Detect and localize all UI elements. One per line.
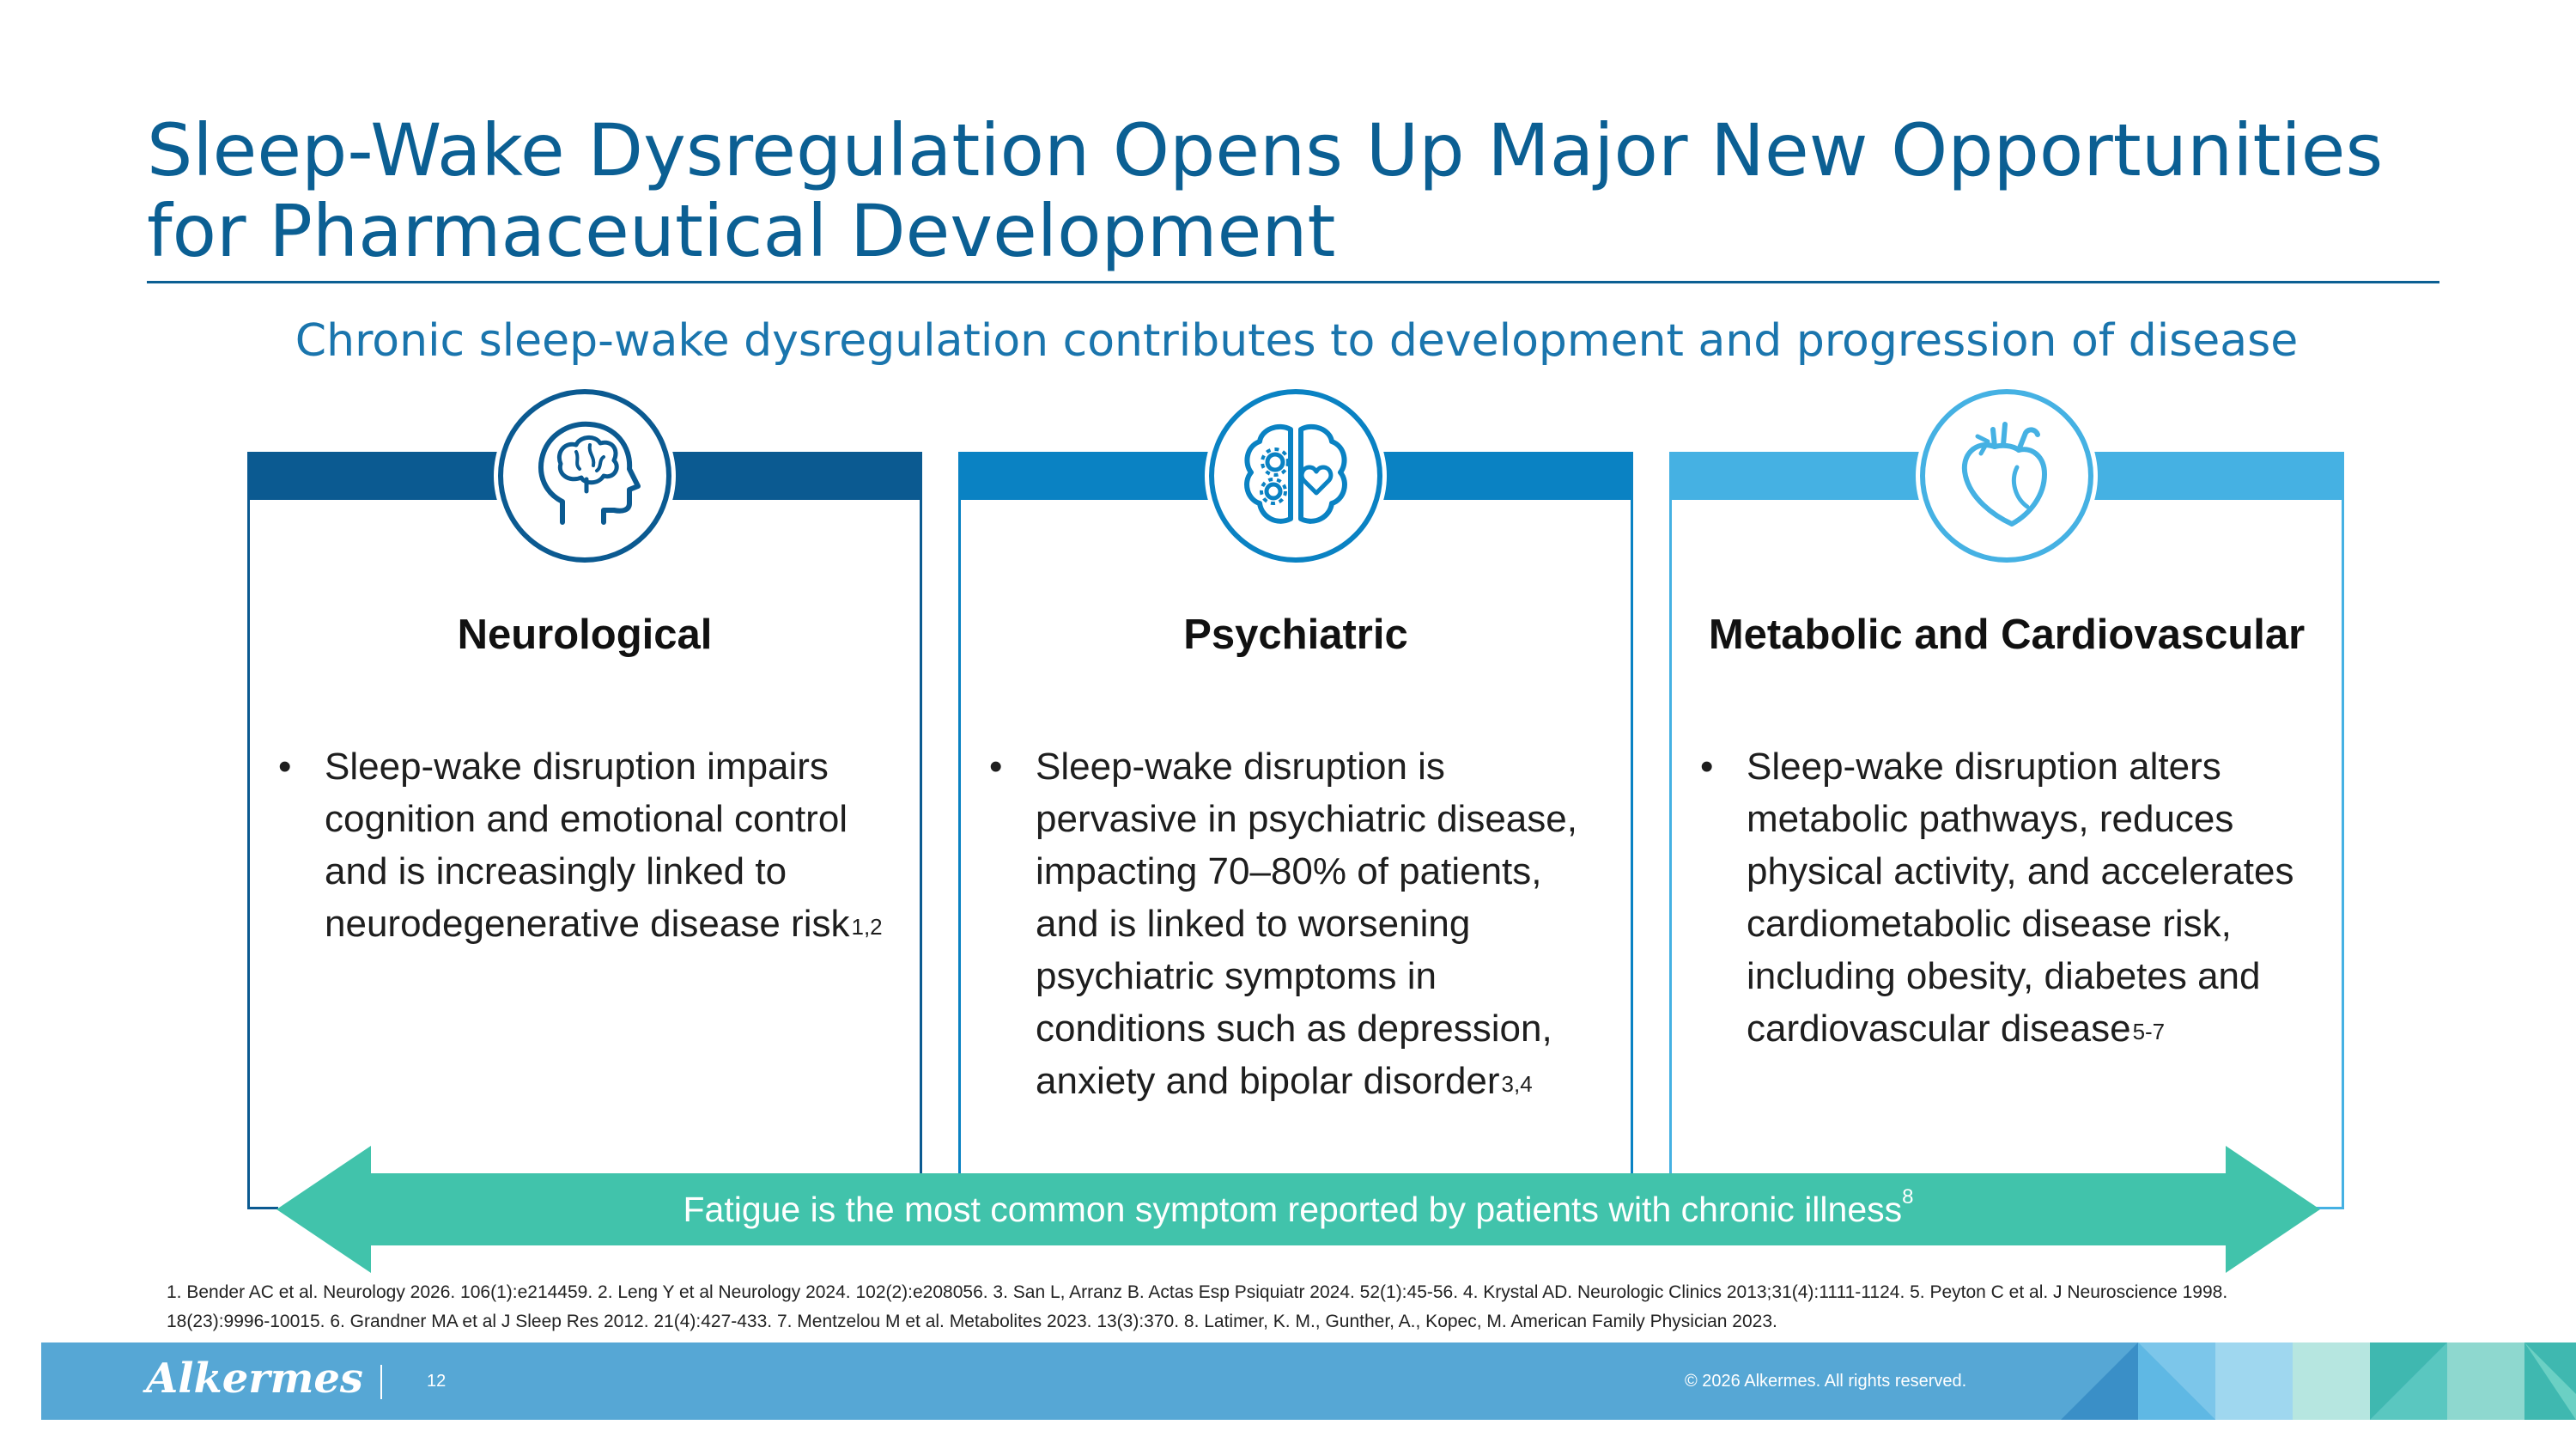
arrow-caption-text: Fatigue is the most common symptom repor… [683,1190,1903,1229]
citation-superscript: 5-7 [2132,1019,2166,1044]
bullet-text: Sleep‑wake disruption alters metabolic p… [1747,746,2294,1050]
card-border-bottom-right [2313,1207,2344,1209]
title-line-1: Sleep-Wake Dysregulation Opens Up Major … [147,108,2384,192]
title-line-2: for Pharmaceutical Development [147,189,1336,273]
card-bullet-list: Sleep‑wake disruption alters metabolic p… [1695,740,2318,1055]
card-border-left [1669,500,1672,1209]
citation-superscript: 8 [1902,1185,1914,1209]
heart-organ-icon [1916,385,2098,567]
card-border-right [2342,500,2344,1209]
card-border-left [247,500,250,1209]
footer-decorative-triangles [2026,1342,2576,1420]
footer-divider [380,1365,382,1399]
references: 1. Bender AC et al. Neurology 2026. 106(… [167,1278,2416,1336]
card-border-right [1631,500,1633,1209]
card-neurological: Neurological Sleep‑wake disruption impai… [247,385,922,1209]
bullet-text: Sleep-wake disruption is pervasive in ps… [1036,746,1577,1102]
card-heading: Neurological [457,612,713,658]
double-arrow-shape [276,1146,2320,1273]
card-bullet: Sleep‑wake disruption alters metabolic p… [1700,740,2318,1055]
reference-line: 1. Bender AC et al. Neurology 2026. 106(… [167,1282,2228,1302]
arrow-caption: Fatigue is the most common symptom repor… [276,1146,2320,1273]
brain-head-icon [494,385,676,567]
card-border-left [958,500,961,1209]
title-divider [147,281,2439,283]
card-bullet-list: Sleep‑wake disruption impairs cognition … [273,740,896,950]
brain-gears-heart-icon [1205,385,1387,567]
card-psychiatric: Psychiatric Sleep-wake disruption is per… [958,385,1633,1209]
card-bullet-list: Sleep-wake disruption is pervasive in ps… [984,740,1607,1107]
card-bullet: Sleep-wake disruption is pervasive in ps… [989,740,1607,1107]
alkermes-logo: Alkermes [146,1355,363,1403]
citation-superscript: 1,2 [851,914,883,940]
card-heading: Metabolic and Cardiovascular [1708,612,2306,658]
slide-title: Sleep-Wake Dysregulation Opens Up Major … [147,110,2422,271]
page-number: 12 [427,1372,447,1391]
card-border-right [920,500,922,1209]
citation-superscript: 3,4 [1501,1071,1533,1097]
footer-bar: Alkermes 12 © 2026 Alkermes. All rights … [41,1342,2576,1420]
card-metabolic-cardiovascular: Metabolic and Cardiovascular Sleep‑wake … [1669,385,2344,1209]
reference-line: 18(23):9996-10015. 6. Grandner MA et al … [167,1312,1777,1331]
copyright: © 2026 Alkermes. All rights reserved. [1685,1372,1967,1391]
card-border-bottom-left [247,1207,278,1209]
card-heading: Psychiatric [1183,612,1408,658]
fatigue-arrow-banner: Fatigue is the most common symptom repor… [276,1146,2320,1273]
slide-subtitle: Chronic sleep-wake dysregulation contrib… [295,315,2299,367]
card-bullet: Sleep‑wake disruption impairs cognition … [278,740,896,950]
bullet-text: Sleep‑wake disruption impairs cognition … [325,746,850,945]
